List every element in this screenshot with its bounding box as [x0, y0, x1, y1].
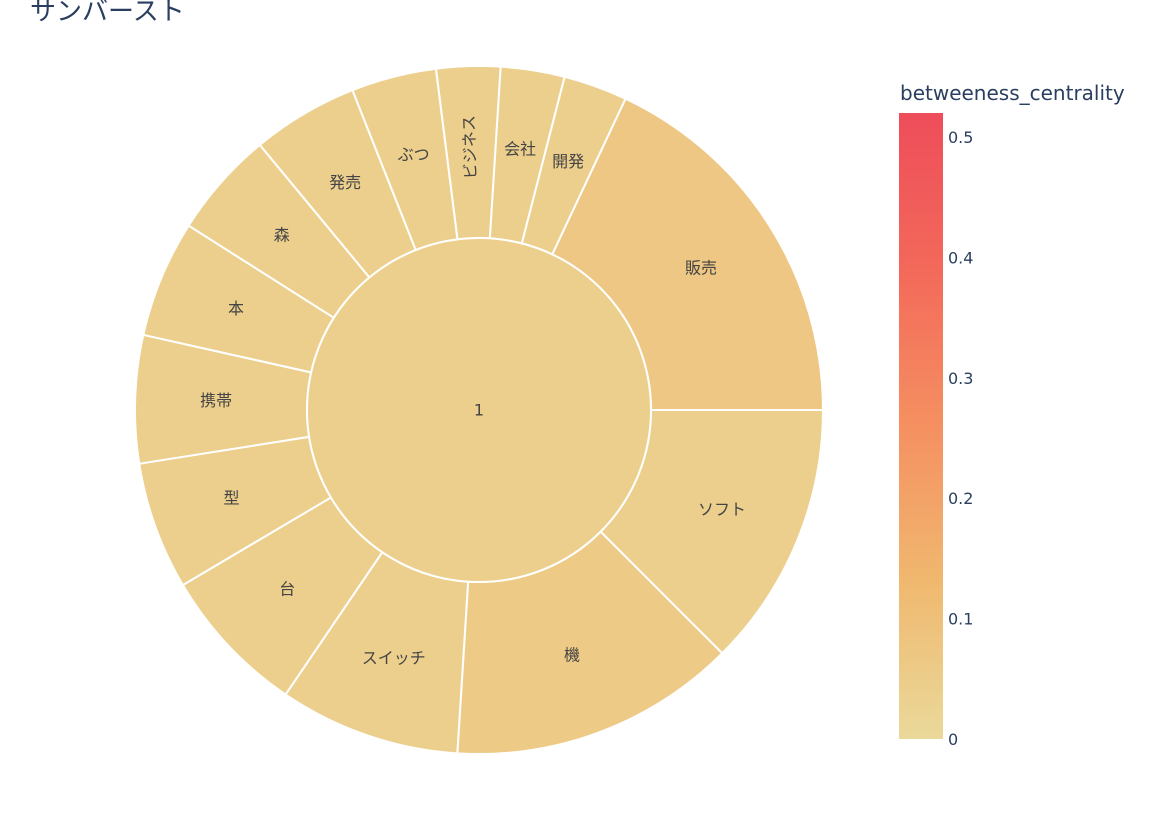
slice-label-11: スイッチ: [362, 648, 426, 667]
colorbar-ticks: 0 0.1 0.2 0.3 0.4 0.5: [948, 128, 973, 749]
colorbar-tick-label-5: 0.5: [948, 128, 973, 147]
slice-label-1: 開発: [552, 152, 584, 171]
slice-label-5: 発売: [329, 173, 361, 192]
slice-label-12: 機: [564, 646, 580, 665]
colorbar-tick-label-2: 0.2: [948, 489, 973, 508]
slice-label-10: 台: [279, 580, 295, 599]
slice-label-4: ぶつ: [398, 145, 430, 164]
root-slice[interactable]: [306, 237, 652, 583]
slice-label-13: ソフト: [698, 500, 746, 519]
colorbar-tick-label-4: 0.4: [948, 248, 973, 267]
colorbar-tick-label-1: 0.1: [948, 610, 973, 629]
slice-label-6: 森: [274, 226, 290, 245]
slice-label-7: 本: [228, 299, 244, 318]
root-node: 1: [306, 237, 652, 583]
root-label: 1: [474, 401, 484, 420]
slice-label-2: 会社: [504, 140, 536, 159]
colorbar-gradient: [899, 113, 943, 739]
colorbar-title: betweeness_centrality: [900, 81, 1125, 105]
slice-label-3: ビジネス: [459, 115, 480, 180]
chart-title: サンバースト: [30, 0, 185, 27]
slice-label-0: 販売: [685, 259, 717, 278]
colorbar: betweeness_centrality 0 0.1 0.2 0.3 0.4 0.5: [899, 81, 1125, 749]
colorbar-tick-label-0: 0: [948, 730, 958, 749]
slice-label-9: 型: [224, 489, 240, 508]
slice-label-8: 携帯: [200, 391, 232, 410]
colorbar-tick-label-3: 0.3: [948, 369, 973, 388]
